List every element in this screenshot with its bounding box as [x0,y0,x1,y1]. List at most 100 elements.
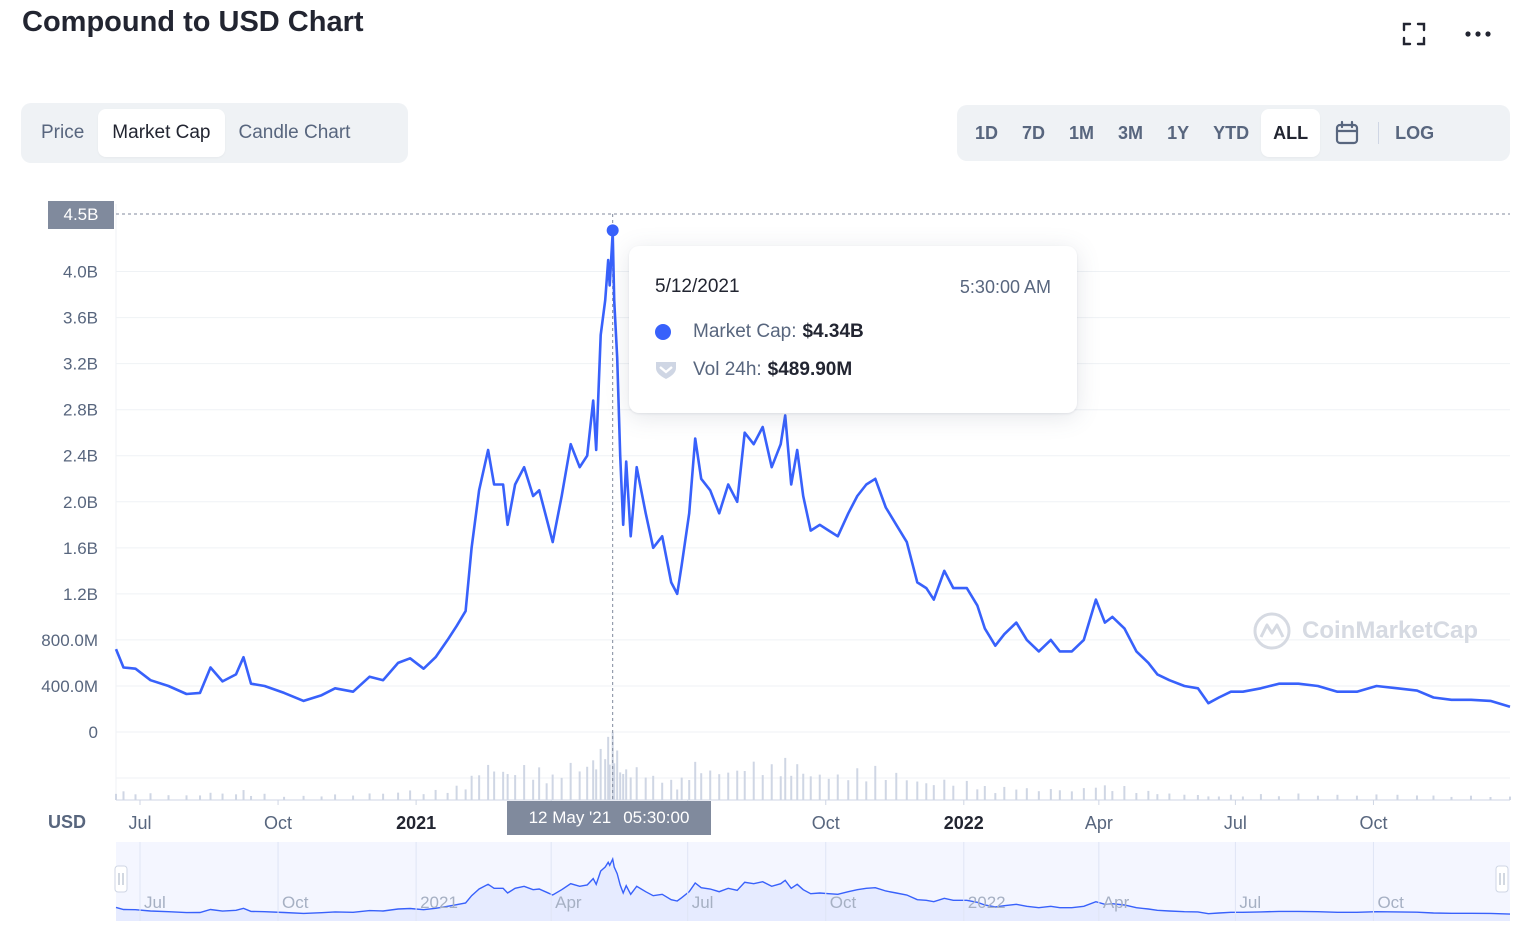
range-1d[interactable]: 1D [975,122,999,143]
watermark-text: CoinMarketCap [1302,617,1479,644]
volume-bar [625,769,628,800]
volume-bar [688,779,691,800]
volume-bar [397,792,400,800]
log-toggle[interactable]: LOG [1395,122,1435,143]
volume-bar [599,748,602,800]
range-all[interactable]: ALL [1261,109,1321,157]
volume-bar [1094,787,1097,800]
volume-bar [608,764,611,800]
volume-bar [976,789,979,800]
volume-bar [1156,794,1159,800]
y-tick-label: 0 [89,723,98,742]
y-tick-label: 3.6B [63,309,98,328]
volume-bar [1241,796,1244,800]
view-tab-group: Price Market Cap Candle Chart [21,103,408,163]
volume-bar [1111,791,1114,800]
volume-bar [644,777,647,800]
volume-bar [1277,796,1280,800]
more-icon[interactable] [1462,18,1494,50]
volume-bar [736,770,739,800]
volume-bar [545,783,548,800]
volume-bar [680,777,683,800]
range-7d[interactable]: 7D [1022,122,1046,143]
page-title: Compound to USD Chart [22,6,364,38]
volume-bar [865,781,868,800]
volume-bar [905,780,908,800]
volume-bar [925,783,928,800]
volume-bar [694,761,697,800]
volume-bar [368,793,371,800]
volume-bar [1025,788,1028,800]
market-cap-chart[interactable]: 0 400.0M 800.0M 1.2B 1.6B 2.0B 2.4B 2.8B 3.2B 3.6… [0,180,1536,930]
volume-bar [827,778,830,800]
volume-bar [1147,790,1150,800]
volume-bar [802,773,805,800]
volume-bar [1196,794,1199,800]
chart-tooltip: 5/12/2021 5:30:00 AM Market Cap: $4.34B … [629,246,1077,413]
volume-bar [578,771,581,800]
volume-bar [422,794,425,800]
volume-bar [1489,797,1492,800]
navigator-left-handle[interactable] [114,865,128,893]
range-1m[interactable]: 1M [1069,122,1095,143]
volume-bar [1058,790,1061,800]
volume-bar [779,776,782,800]
volume-bar [1469,795,1472,800]
volume-bar [1103,785,1106,800]
volume-bar [209,792,212,800]
volume-bar [994,793,997,800]
navigator: Jul Oct 2021 Apr Jul Oct 2022 Apr Jul Oct [114,842,1511,921]
x-tick-label: Apr [1085,813,1113,833]
grid-lines [115,204,1510,801]
volume-bar [790,775,793,800]
fullscreen-icon[interactable] [1398,18,1430,50]
volume-bar [965,780,968,800]
volume-bar [1375,794,1378,800]
volume-bar [532,779,535,800]
handle-grip [1495,865,1509,893]
watermark: CoinMarketCap [1252,611,1478,651]
crosshair-x-label: 12 May '21 05:30:00 [507,801,711,835]
tooltip-market-cap-value: $4.34B [802,321,864,342]
range-1y[interactable]: 1Y [1167,122,1190,143]
volume-bar [1509,796,1511,800]
volume-bar [242,790,245,800]
tab-market-cap[interactable]: Market Cap [98,109,225,157]
volume-bar [709,770,712,800]
volume-bar [569,762,572,800]
volume-bar [1135,793,1138,800]
volume-bar [1415,795,1418,800]
y-tick-label: 2.0B [63,493,98,512]
volume-bar [836,774,839,800]
y-tick-label: 2.4B [63,447,98,466]
range-3m[interactable]: 3M [1118,122,1144,143]
volume-bar [1183,794,1186,800]
navigator-right-handle[interactable] [1495,865,1509,893]
volume-bar [487,764,490,800]
volume-bar [334,794,337,800]
range-ytd[interactable]: YTD [1213,122,1250,143]
handle-grip [114,865,128,893]
volume-bar [932,785,935,800]
tab-price[interactable]: Price [41,122,85,143]
volume-bar [1316,795,1319,800]
navigator-tick-label: Jul [692,893,714,912]
currency-label: USD [48,812,86,832]
volume-bar [122,791,125,800]
coinmarketcap-logo-icon [1253,612,1291,650]
tab-candle-chart[interactable]: Candle Chart [238,122,351,143]
navigator-tick-label: Apr [555,893,582,912]
volume-bar [1336,794,1339,800]
volume-bar [199,795,202,800]
volume-bar [761,775,764,800]
volume-bar [235,794,238,800]
volume-bar [743,770,746,800]
volume-bar [1037,791,1040,800]
volume-shield-icon [655,360,677,380]
y-tick-label: 4.0B [63,263,98,282]
volume-bar [283,796,286,800]
y-axis-labels: 0 400.0M 800.0M 1.2B 1.6B 2.0B 2.4B 2.8B 3.2B 3.6… [41,263,98,742]
volume-bar [523,765,526,800]
calendar-icon[interactable] [1320,109,1374,157]
volume-bar [551,774,554,800]
